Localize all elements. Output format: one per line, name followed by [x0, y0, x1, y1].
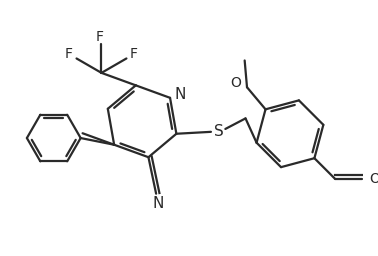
Text: F: F	[65, 47, 73, 61]
Text: F: F	[130, 47, 138, 61]
Text: F: F	[96, 30, 104, 44]
Text: N: N	[152, 196, 164, 211]
Text: O: O	[369, 172, 378, 186]
Text: N: N	[175, 88, 186, 102]
Text: S: S	[214, 124, 223, 139]
Text: O: O	[230, 76, 241, 90]
